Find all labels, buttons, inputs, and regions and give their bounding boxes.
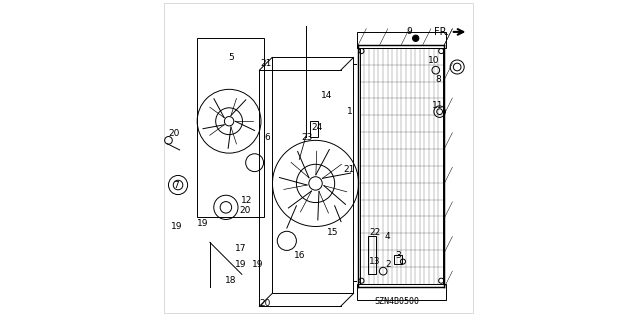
Text: 4: 4 — [384, 232, 390, 241]
Bar — [197, 38, 264, 217]
Text: 19: 19 — [171, 222, 182, 231]
Text: 13: 13 — [369, 257, 381, 266]
Text: 1: 1 — [348, 107, 353, 116]
Text: 7: 7 — [173, 181, 179, 189]
Text: 20: 20 — [168, 130, 180, 138]
Text: 8: 8 — [435, 75, 441, 84]
Text: 20: 20 — [239, 206, 251, 215]
Text: 21: 21 — [343, 165, 355, 174]
Text: SZN4B0500: SZN4B0500 — [374, 297, 419, 306]
Bar — [368, 236, 376, 274]
Text: 5: 5 — [228, 53, 234, 62]
Text: 20: 20 — [259, 299, 271, 308]
Text: 2: 2 — [386, 260, 392, 269]
Text: 3: 3 — [396, 251, 401, 260]
Text: 11: 11 — [432, 101, 444, 110]
Circle shape — [413, 35, 419, 41]
Text: FR.: FR. — [434, 27, 449, 37]
Bar — [356, 284, 446, 300]
Bar — [356, 32, 446, 48]
Text: 19: 19 — [234, 260, 246, 269]
Text: 9: 9 — [406, 27, 412, 36]
Text: 17: 17 — [234, 244, 246, 253]
Text: 14: 14 — [321, 91, 332, 100]
Text: 24: 24 — [311, 123, 323, 132]
Text: 21: 21 — [260, 59, 271, 68]
Text: 18: 18 — [225, 276, 236, 285]
Text: 15: 15 — [327, 228, 339, 237]
Text: 22: 22 — [369, 228, 381, 237]
Text: 16: 16 — [294, 251, 305, 260]
Bar — [272, 57, 353, 293]
Text: 10: 10 — [428, 56, 439, 65]
Bar — [394, 255, 402, 264]
Text: 23: 23 — [301, 133, 312, 142]
Text: 19: 19 — [197, 219, 209, 228]
Text: 6: 6 — [264, 133, 270, 142]
Text: 19: 19 — [252, 260, 264, 269]
Bar — [310, 121, 318, 137]
Text: 12: 12 — [241, 197, 252, 205]
